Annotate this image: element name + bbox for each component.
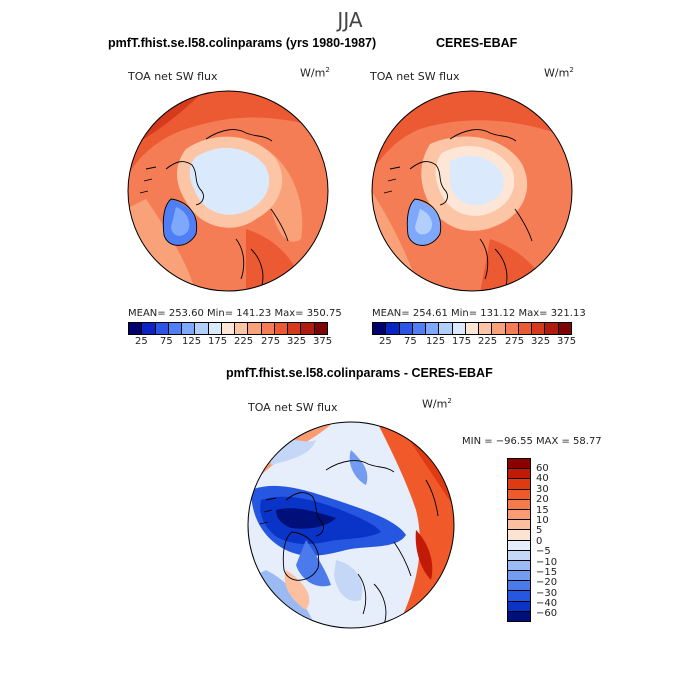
figure-title: JJA [337,8,363,32]
colorbar [372,322,572,335]
variable-label: TOA net SW flux [248,401,338,414]
tick-label: 40 [536,473,549,484]
tick-label: 125 [426,336,446,347]
tick-label: 30 [536,484,549,495]
colorbar-bin [439,323,453,334]
colorbar-bin [412,323,427,334]
difference-colorbar [507,458,531,622]
colorbar-bin [129,323,143,334]
colorbar-bin [274,323,289,334]
colorbar-bin [508,581,530,592]
colorbar-bin [492,323,506,334]
colorbar-bin [558,323,571,334]
colorbar-bin [235,323,249,334]
tick-label: 225 [234,336,254,347]
colorbar-bin [508,591,530,602]
variable-label: TOA net SW flux [370,70,460,83]
colorbar-bin [508,571,530,582]
colorbar-bin [314,323,327,334]
tick-label: −15 [536,567,558,578]
tick-label: 15 [536,505,549,516]
colorbar-bin [288,323,302,334]
tick-label: −20 [536,577,558,588]
colorbar-bin [508,601,530,612]
variable-label: TOA net SW flux [128,70,218,83]
colorbar-bin [452,323,466,334]
units-label: W/m2 [422,397,452,411]
tick-label: 10 [536,515,549,526]
colorbar-bin [168,323,183,334]
colorbar-bin [182,323,196,334]
polar-map-model [127,90,329,292]
colorbar-bin [508,530,530,541]
colorbar-bin [508,469,530,480]
min-max-summary: MIN = −96.55 MAX = 58.77 [462,436,602,447]
colorbar-bin [508,550,530,561]
tick-label: 60 [536,463,549,474]
units-label: W/m2 [544,66,574,80]
tick-label: 20 [536,494,549,505]
tick-label: −60 [536,608,558,619]
tick-label: 125 [182,336,202,347]
colorbar-bin [208,323,222,334]
tick-label: 275 [505,336,525,347]
colorbar-bin [399,323,413,334]
stats-summary: MEAN= 253.60 Min= 141.23 Max= 350.75 [128,308,342,319]
tick-label: −5 [536,546,551,557]
tick-label: 225 [478,336,498,347]
colorbar-bin [518,323,533,334]
tick-label: 375 [313,336,333,347]
colorbar-bin [508,520,530,531]
colorbar-bin [373,323,387,334]
colorbar-bin [261,323,275,334]
colorbar-bin [195,323,209,334]
colorbar-bin [532,323,546,334]
colorbar-bin [248,323,262,334]
panel-title-difference: pmfT.fhist.se.l58.colinparams - CERES-EB… [226,366,493,380]
colorbar-bin [508,540,530,551]
colorbar-bin [301,323,315,334]
tick-label: 0 [536,536,543,547]
stats-summary: MEAN= 254.61 Min= 131.12 Max= 321.13 [372,308,586,319]
polar-map-difference [247,421,455,629]
colorbar-bin [142,323,156,334]
colorbar-bin [221,323,236,334]
colorbar-bin [508,611,530,621]
tick-label: −30 [536,588,558,599]
colorbar-bin [508,489,530,500]
colorbar-bin [479,323,493,334]
tick-label: 75 [160,336,173,347]
colorbar-bin [155,323,169,334]
panel-title-model: pmfT.fhist.se.l58.colinparams (yrs 1980-… [108,36,377,50]
colorbar-bin [508,479,530,490]
colorbar-bin [386,323,400,334]
polar-map-obs [371,90,573,292]
colorbar-bin [508,459,530,470]
colorbar-bin [545,323,559,334]
tick-label: 325 [287,336,307,347]
colorbar-bin [508,509,530,521]
tick-label: 275 [261,336,281,347]
colorbar-bin [465,323,480,334]
colorbar-bin [426,323,440,334]
panel-title-obs: CERES-EBAF [436,36,518,50]
tick-label: −40 [536,598,558,609]
colorbar [128,322,328,335]
units-label: W/m2 [300,66,330,80]
colorbar-bin [505,323,519,334]
tick-label: 375 [557,336,577,347]
tick-label: 5 [536,525,543,536]
tick-label: 75 [404,336,417,347]
tick-label: 25 [135,336,148,347]
tick-label: 325 [531,336,551,347]
tick-label: 175 [452,336,472,347]
tick-label: −10 [536,557,558,568]
colorbar-bin [508,560,530,572]
colorbar-bin [508,499,530,510]
tick-label: 175 [208,336,228,347]
tick-label: 25 [379,336,392,347]
